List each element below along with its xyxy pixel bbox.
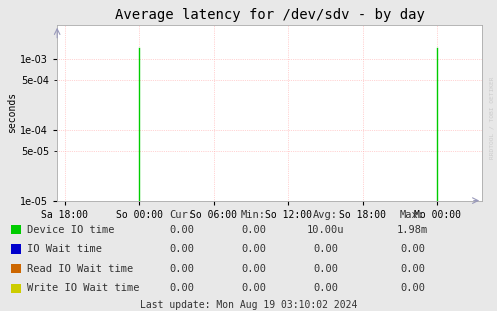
Text: 0.00: 0.00 [241, 264, 266, 274]
Text: 0.00: 0.00 [313, 244, 338, 254]
Text: Max:: Max: [400, 210, 425, 220]
Text: 10.00u: 10.00u [307, 225, 344, 234]
Text: Device IO time: Device IO time [27, 225, 115, 234]
Text: 0.00: 0.00 [169, 225, 194, 234]
Text: 0.00: 0.00 [400, 244, 425, 254]
Text: 1.98m: 1.98m [397, 225, 428, 234]
Text: 0.00: 0.00 [241, 225, 266, 234]
Text: Cur:: Cur: [169, 210, 194, 220]
Text: 0.00: 0.00 [313, 283, 338, 293]
Text: Avg:: Avg: [313, 210, 338, 220]
Text: Read IO Wait time: Read IO Wait time [27, 264, 134, 274]
Text: 0.00: 0.00 [400, 264, 425, 274]
Text: 0.00: 0.00 [241, 244, 266, 254]
Text: IO Wait time: IO Wait time [27, 244, 102, 254]
Text: 0.00: 0.00 [400, 283, 425, 293]
Text: RRDTOOL / TOBI OETIKER: RRDTOOL / TOBI OETIKER [490, 77, 495, 160]
Text: 0.00: 0.00 [169, 264, 194, 274]
Text: Last update: Mon Aug 19 03:10:02 2024: Last update: Mon Aug 19 03:10:02 2024 [140, 300, 357, 310]
Text: 0.00: 0.00 [169, 244, 194, 254]
Text: 0.00: 0.00 [169, 283, 194, 293]
Text: Min:: Min: [241, 210, 266, 220]
Title: Average latency for /dev/sdv - by day: Average latency for /dev/sdv - by day [115, 8, 424, 22]
Text: Write IO Wait time: Write IO Wait time [27, 283, 140, 293]
Y-axis label: seconds: seconds [7, 92, 17, 133]
Text: 0.00: 0.00 [241, 283, 266, 293]
Text: 0.00: 0.00 [313, 264, 338, 274]
